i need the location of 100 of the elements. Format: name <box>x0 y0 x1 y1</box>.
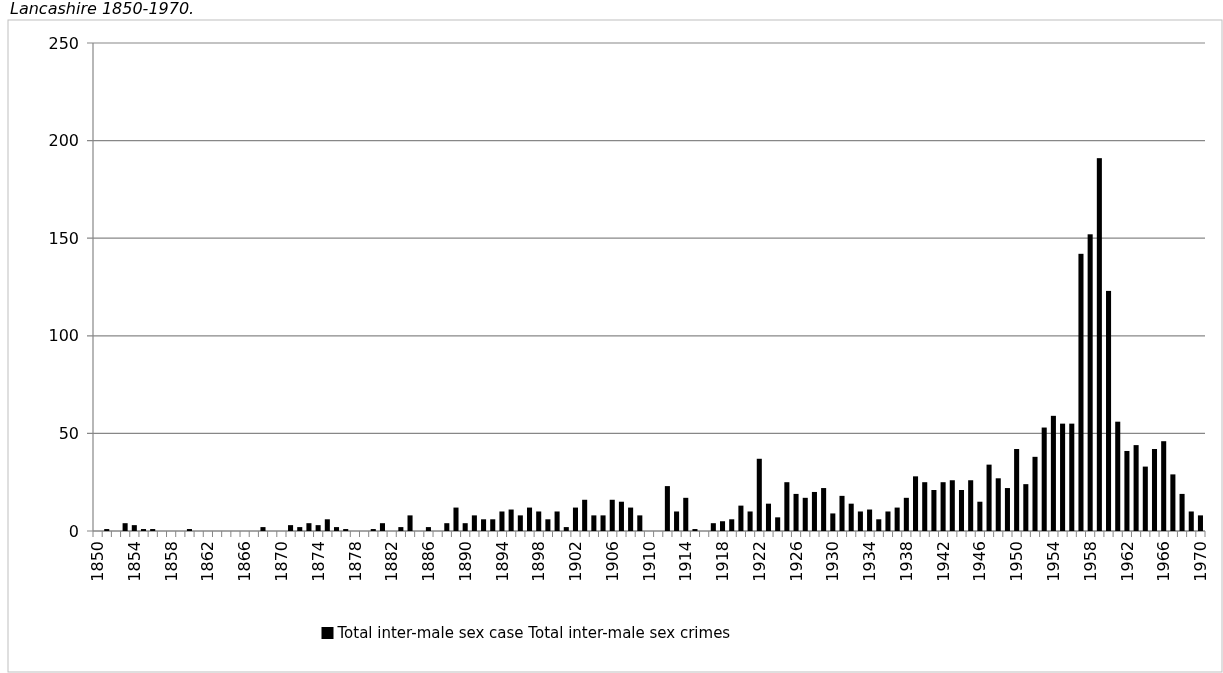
x-tick-label: 1938 <box>896 541 916 582</box>
bar <box>554 511 560 531</box>
bar <box>425 527 431 531</box>
bar <box>747 511 753 531</box>
bar <box>977 501 983 531</box>
bar <box>260 527 266 531</box>
bar <box>1023 484 1029 531</box>
x-tick-label: 1890 <box>455 541 475 582</box>
bar <box>288 525 294 531</box>
bar <box>802 497 808 531</box>
bar <box>490 519 496 531</box>
x-tick-label: 1850 <box>88 541 108 582</box>
bar <box>453 507 459 531</box>
bar <box>903 497 909 531</box>
bar <box>609 499 615 531</box>
x-tick-label: 1914 <box>676 541 696 582</box>
bar <box>765 503 772 531</box>
bar <box>1170 474 1176 531</box>
y-tick-label: 100 <box>48 326 79 346</box>
bar <box>628 507 634 531</box>
x-tick-label: 1906 <box>602 541 622 582</box>
bar <box>1115 421 1121 531</box>
bar <box>857 511 863 531</box>
bar <box>1087 234 1093 531</box>
bar <box>821 488 827 531</box>
x-tick-label: 1946 <box>970 541 990 582</box>
bar <box>526 507 533 531</box>
x-tick-label: 1858 <box>161 541 181 582</box>
bar <box>940 482 946 531</box>
bar <box>867 509 873 531</box>
bar <box>481 519 487 531</box>
bar <box>563 527 569 531</box>
bar <box>922 482 928 531</box>
bar <box>876 519 882 531</box>
bar <box>1161 441 1167 531</box>
bar <box>398 527 404 531</box>
x-tick-label: 1954 <box>1044 541 1063 582</box>
bar <box>720 521 726 531</box>
bar <box>1197 515 1203 531</box>
bar <box>333 527 340 531</box>
x-tick-label: 1854 <box>124 541 144 582</box>
bar <box>1014 449 1020 531</box>
x-tick-label: 1886 <box>419 541 439 582</box>
x-tick-label: 1922 <box>749 541 769 582</box>
bar <box>738 505 744 531</box>
y-tick-label: 200 <box>48 131 79 151</box>
bar <box>1032 456 1038 531</box>
bar <box>1078 253 1084 531</box>
bar <box>582 499 588 531</box>
bar <box>756 458 762 531</box>
bar <box>1069 423 1075 531</box>
y-tick-label: 0 <box>68 521 79 541</box>
bar <box>379 523 385 531</box>
x-tick-label: 1878 <box>345 541 365 582</box>
x-tick-label: 1882 <box>382 541 402 582</box>
x-tick-label: 1942 <box>933 541 953 582</box>
bar <box>1124 450 1130 531</box>
bar <box>122 523 128 531</box>
x-tick-label: 1866 <box>235 541 255 582</box>
bar <box>913 476 919 531</box>
x-tick-label: 1894 <box>492 541 512 582</box>
x-tick-label: 1966 <box>1154 541 1174 582</box>
bar <box>986 464 992 531</box>
bar <box>894 507 900 531</box>
bar <box>1060 423 1066 531</box>
x-tick-label: 1898 <box>529 541 549 582</box>
bar <box>949 480 955 531</box>
bar <box>968 480 974 531</box>
bar <box>839 495 845 531</box>
bar <box>793 493 799 531</box>
bar <box>1096 158 1102 531</box>
x-tick-label: 1930 <box>823 541 843 582</box>
legend-label: Total inter-male sex case Total inter-male sex crimes <box>336 624 731 643</box>
bar <box>444 523 450 531</box>
x-tick-label: 1862 <box>198 541 218 582</box>
bar <box>1133 445 1139 531</box>
bar <box>664 486 670 531</box>
bar <box>618 501 624 531</box>
x-tick-label: 1958 <box>1080 541 1100 582</box>
bar <box>591 515 597 531</box>
bar <box>536 511 542 531</box>
x-tick-label: 1970 <box>1191 541 1211 582</box>
bar <box>1050 415 1056 531</box>
x-tick-label: 1910 <box>639 541 659 582</box>
bar <box>517 515 523 531</box>
x-tick-label: 1934 <box>860 541 880 582</box>
bar <box>775 517 781 531</box>
bar <box>508 509 514 531</box>
bar <box>462 523 468 531</box>
bar <box>683 497 689 531</box>
bar <box>297 527 303 531</box>
bar <box>407 515 413 531</box>
bar <box>1106 290 1112 531</box>
bar <box>674 511 680 531</box>
bar <box>885 511 891 531</box>
bar <box>931 490 937 531</box>
bar <box>848 503 854 531</box>
bar <box>729 519 735 531</box>
bar <box>306 523 312 531</box>
x-tick-label: 1962 <box>1117 541 1137 582</box>
